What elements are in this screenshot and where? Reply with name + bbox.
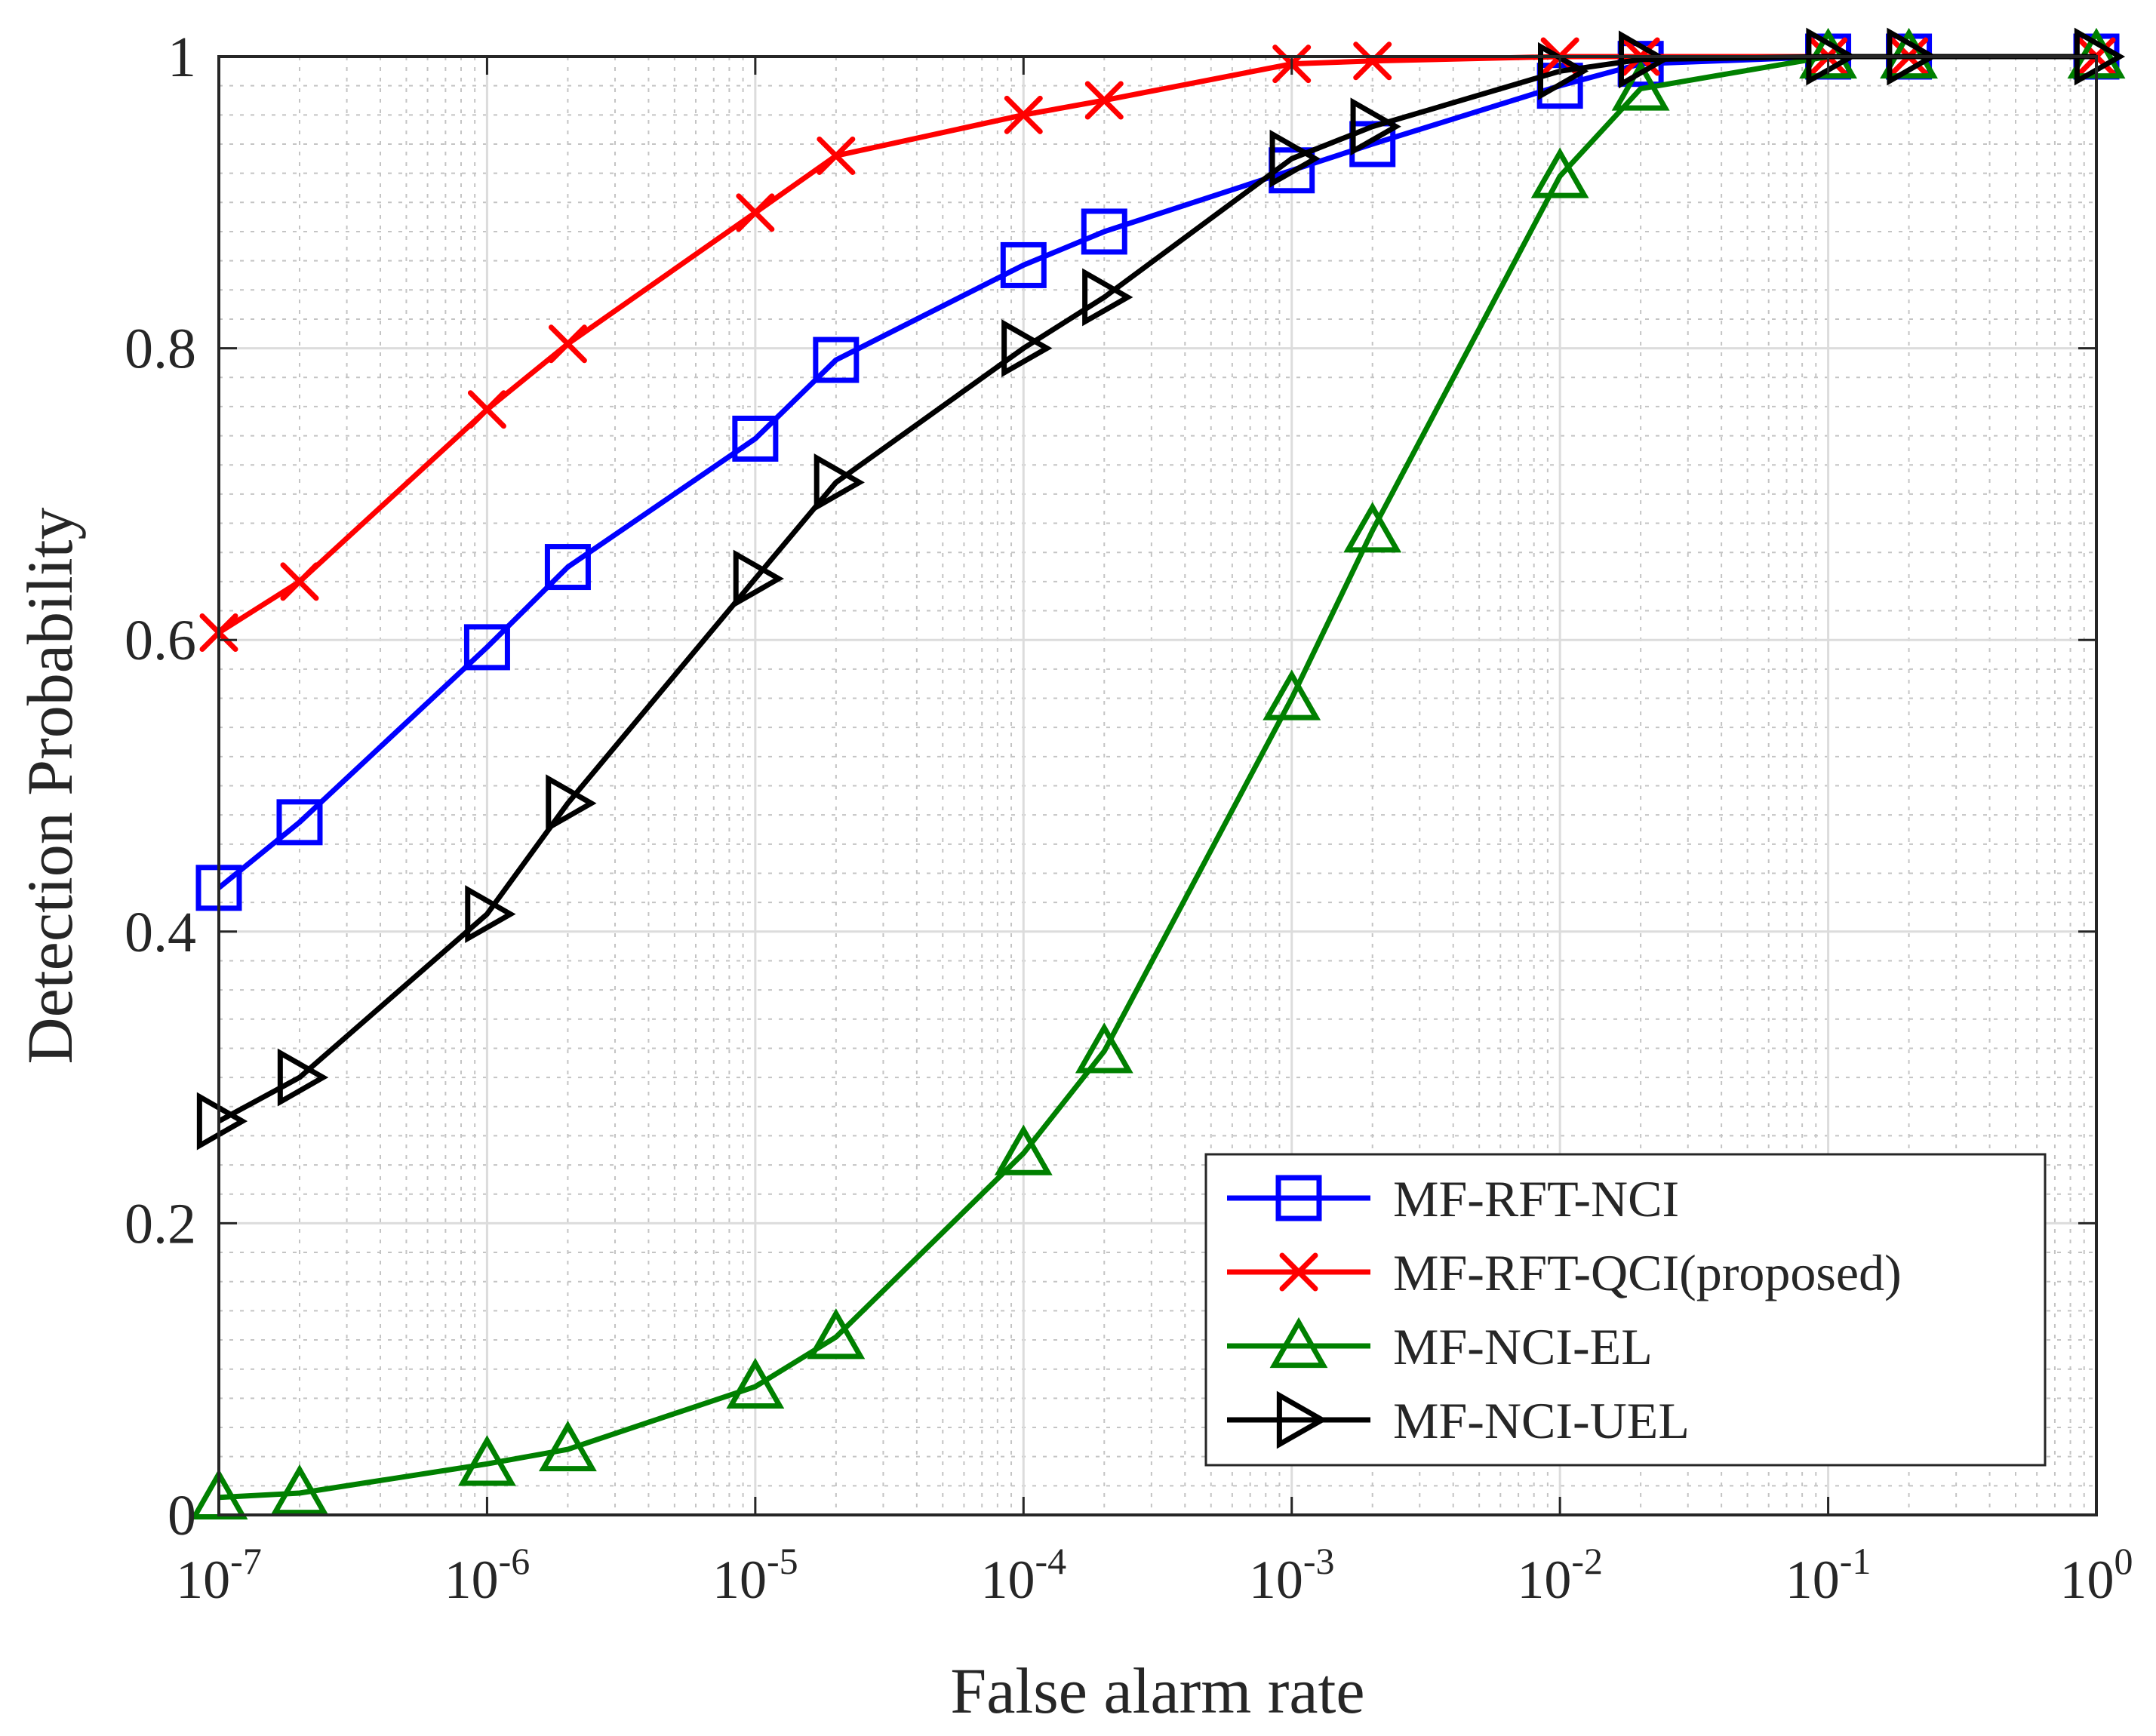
plot-frame <box>217 55 2098 1516</box>
data-point <box>1611 60 1670 111</box>
x-tick-label-base: 10 <box>712 1550 767 1610</box>
x-tick-label: 10-7 <box>176 1540 262 1610</box>
data-point <box>1350 97 1401 156</box>
legend-entry: MF-RFT-NCI <box>1227 1170 1679 1227</box>
data-point <box>465 885 516 944</box>
legend-entry: MF-NCI-EL <box>1227 1317 1653 1375</box>
x-tick-label-exponent: -4 <box>1035 1540 1066 1582</box>
data-point <box>1343 502 1402 553</box>
y-tick-label: 0.4 <box>125 901 196 964</box>
x-tick-label: 10-3 <box>1249 1540 1335 1610</box>
legend-entry: MF-RFT-QCI(proposed) <box>1227 1244 1902 1301</box>
data-point <box>813 336 860 383</box>
x-tick-label-exponent: -7 <box>230 1540 262 1582</box>
legend-marker <box>1269 1317 1328 1369</box>
data-point <box>1353 41 1392 81</box>
x-tick-label: 10-1 <box>1785 1540 1872 1610</box>
legend-marker <box>1279 1252 1318 1292</box>
x-tick-label-exponent: -5 <box>767 1540 798 1582</box>
data-point <box>1537 41 1589 100</box>
data-point <box>196 1092 248 1151</box>
y-tick-label: 0.8 <box>125 318 196 381</box>
x-tick-label-base: 10 <box>1249 1550 1303 1610</box>
legend-marker <box>1275 1175 1322 1221</box>
x-axis-label: False alarm rate <box>950 1655 1364 1727</box>
data-point <box>189 1468 248 1519</box>
data-point <box>1000 241 1047 288</box>
data-point <box>732 415 779 462</box>
series-line <box>218 54 2096 1501</box>
data-point <box>1618 30 1670 89</box>
data-point <box>817 136 856 175</box>
data-point <box>813 453 865 512</box>
y-tick-label: 0.2 <box>125 1192 196 1255</box>
data-point <box>280 562 319 601</box>
data-point <box>1001 319 1053 378</box>
data-point <box>1530 147 1589 198</box>
data-point <box>276 799 323 846</box>
y-tick-label: 0 <box>168 1484 196 1547</box>
y-tick-label: 0.6 <box>125 609 196 672</box>
data-point <box>270 1464 329 1516</box>
x-tick-label-exponent: -1 <box>1840 1540 1872 1582</box>
data-point <box>1075 1022 1133 1074</box>
x-tick-label-exponent: -3 <box>1303 1540 1335 1582</box>
x-tick-label: 10-2 <box>1517 1540 1603 1610</box>
legend-label: MF-NCI-UEL <box>1393 1392 1690 1449</box>
axis-ticks: 10-7 10-6 10-5 10-4 10-3 10-2 10-1 10000.20.40.… <box>125 26 2133 1610</box>
legend-entry: MF-NCI-UEL <box>1227 1390 1690 1449</box>
x-tick-label-exponent: 0 <box>2114 1540 2133 1582</box>
series-layer <box>189 27 2126 1519</box>
data-point <box>1269 129 1321 188</box>
data-point <box>726 1357 785 1409</box>
y-axis-label: Detection Probability <box>14 507 86 1064</box>
data-point <box>548 324 587 364</box>
data-point <box>546 774 597 833</box>
data-point <box>544 544 591 591</box>
data-point <box>736 193 775 232</box>
legend-label: MF-RFT-NCI <box>1393 1170 1679 1227</box>
series-MF-NCI-EL <box>189 27 2126 1519</box>
x-tick-label: 10-4 <box>980 1540 1066 1610</box>
data-point <box>277 1048 329 1107</box>
x-tick-label: 10-5 <box>712 1540 798 1610</box>
legend-label: MF-NCI-EL <box>1393 1318 1653 1375</box>
data-point <box>807 1308 866 1360</box>
legend-marker <box>1276 1390 1328 1449</box>
data-point <box>994 1124 1053 1175</box>
data-point <box>1081 208 1127 255</box>
data-point <box>463 624 510 671</box>
data-point <box>733 549 784 608</box>
x-tick-label-exponent: -6 <box>499 1540 531 1582</box>
x-tick-label-base: 10 <box>176 1550 230 1610</box>
data-point <box>1263 669 1321 721</box>
x-tick-label-base: 10 <box>2060 1550 2114 1610</box>
x-tick-label: 10-6 <box>444 1540 531 1610</box>
legend: MF-RFT-NCI MF-RFT-QCI(proposed) MF-NCI-EL M… <box>1204 1153 2047 1467</box>
x-tick-label-base: 10 <box>1785 1550 1840 1610</box>
x-tick-label-base: 10 <box>1517 1550 1571 1610</box>
x-tick-label-base: 10 <box>444 1550 499 1610</box>
data-point <box>1004 95 1043 134</box>
legend-label: MF-RFT-QCI(proposed) <box>1393 1244 1902 1301</box>
x-tick-label-exponent: -2 <box>1571 1540 1603 1582</box>
x-tick-label-base: 10 <box>980 1550 1035 1610</box>
data-point <box>538 1420 597 1472</box>
x-tick-label: 100 <box>2060 1540 2133 1610</box>
data-point <box>1084 81 1124 120</box>
data-point <box>457 1435 516 1486</box>
data-point <box>1082 268 1133 327</box>
data-point <box>467 390 506 429</box>
legend-box <box>1204 1153 2047 1467</box>
y-tick-label: 1 <box>168 26 196 89</box>
